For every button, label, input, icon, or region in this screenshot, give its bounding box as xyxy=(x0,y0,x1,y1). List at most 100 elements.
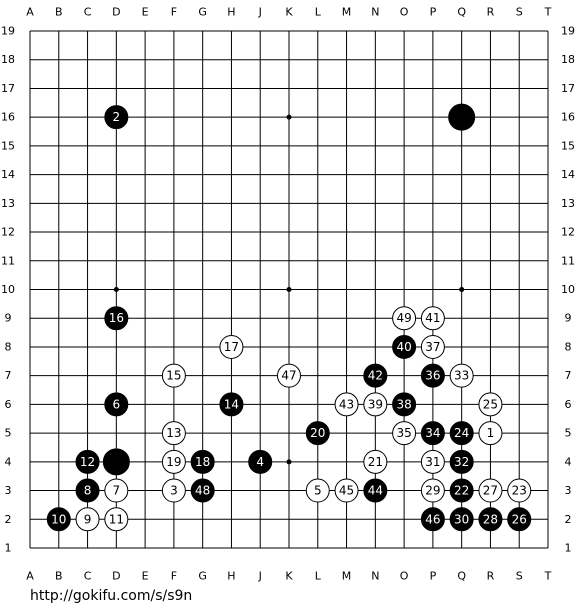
stone xyxy=(420,306,445,331)
column-label: N xyxy=(371,570,379,583)
row-label: 8 xyxy=(565,340,572,353)
star-point xyxy=(286,287,292,292)
stone xyxy=(420,507,445,532)
stone xyxy=(507,478,532,503)
column-label: F xyxy=(171,570,177,583)
move-number: 31 xyxy=(425,455,440,469)
stone xyxy=(392,392,417,417)
move-number: 24 xyxy=(454,426,469,440)
stone xyxy=(363,478,388,503)
row-label: 18 xyxy=(561,53,575,66)
row-label: 13 xyxy=(1,197,15,210)
stone xyxy=(219,334,244,359)
move-number: 27 xyxy=(483,484,498,498)
column-label: R xyxy=(487,6,495,19)
stone xyxy=(104,392,129,417)
column-label: T xyxy=(544,6,552,19)
column-label: G xyxy=(198,6,207,19)
stone xyxy=(449,449,474,474)
row-label: 1 xyxy=(5,542,12,555)
column-label: E xyxy=(142,6,149,19)
row-label: 16 xyxy=(561,111,575,124)
move-number: 30 xyxy=(454,512,469,526)
move-number: 42 xyxy=(368,369,383,383)
column-label: L xyxy=(315,570,322,583)
move-number: 11 xyxy=(109,512,124,526)
star-point xyxy=(113,287,119,292)
column-label: Q xyxy=(457,570,466,583)
stone xyxy=(104,478,129,503)
stone xyxy=(392,334,417,359)
move-number: 10 xyxy=(51,512,66,526)
move-number: 35 xyxy=(396,426,411,440)
column-label: D xyxy=(112,6,120,19)
stone xyxy=(478,507,503,532)
row-label: 4 xyxy=(565,455,572,468)
row-label: 4 xyxy=(5,455,12,468)
move-number: 28 xyxy=(483,512,498,526)
move-number: 26 xyxy=(512,512,527,526)
move-number: 37 xyxy=(425,340,440,354)
move-number: 23 xyxy=(512,484,527,498)
move-number: 20 xyxy=(310,426,325,440)
row-label: 11 xyxy=(1,254,15,267)
stone xyxy=(46,507,71,532)
stone xyxy=(190,449,215,474)
stone xyxy=(478,392,503,417)
stone xyxy=(363,449,388,474)
move-number: 41 xyxy=(425,311,440,325)
move-number: 49 xyxy=(396,311,411,325)
row-label: 14 xyxy=(561,168,575,181)
stone xyxy=(449,478,474,503)
column-label: B xyxy=(55,6,63,19)
stone xyxy=(363,363,388,388)
stone xyxy=(75,449,100,474)
column-label: B xyxy=(55,570,63,583)
column-label: O xyxy=(400,570,409,583)
stone xyxy=(478,421,503,446)
row-label: 8 xyxy=(5,340,12,353)
column-label: C xyxy=(84,570,92,583)
column-label: J xyxy=(258,6,262,19)
column-label: A xyxy=(26,6,34,19)
row-label: 5 xyxy=(565,427,572,440)
stone xyxy=(161,363,186,388)
row-label: 7 xyxy=(565,369,572,382)
column-label: E xyxy=(142,570,149,583)
move-number: 29 xyxy=(425,484,440,498)
stone xyxy=(248,449,273,474)
row-label: 3 xyxy=(565,484,572,497)
column-label: S xyxy=(516,570,523,583)
row-label: 7 xyxy=(5,369,12,382)
move-number: 33 xyxy=(454,369,469,383)
column-label: Q xyxy=(457,6,466,19)
stone xyxy=(161,478,186,503)
move-number: 14 xyxy=(224,397,239,411)
row-label: 16 xyxy=(1,111,15,124)
row-label: 17 xyxy=(561,82,575,95)
column-label: C xyxy=(84,6,92,19)
column-label: H xyxy=(227,6,235,19)
stone xyxy=(392,421,417,446)
move-number: 39 xyxy=(368,397,383,411)
stone xyxy=(334,392,359,417)
row-label: 19 xyxy=(1,25,15,38)
move-number: 40 xyxy=(396,340,411,354)
stone xyxy=(104,105,129,130)
row-label: 10 xyxy=(561,283,575,296)
column-label: M xyxy=(342,570,352,583)
move-number: 4 xyxy=(256,455,264,469)
move-number: 5 xyxy=(314,484,322,498)
move-number: 16 xyxy=(109,311,124,325)
row-label: 3 xyxy=(5,484,12,497)
move-number: 18 xyxy=(195,455,210,469)
column-label: P xyxy=(430,570,437,583)
stone xyxy=(507,507,532,532)
star-point xyxy=(286,459,292,465)
move-number: 7 xyxy=(113,484,121,498)
source-url[interactable]: http://gokifu.com/s/s9n xyxy=(30,588,192,604)
column-label: N xyxy=(371,6,379,19)
stone xyxy=(420,334,445,359)
row-label: 2 xyxy=(565,513,572,526)
